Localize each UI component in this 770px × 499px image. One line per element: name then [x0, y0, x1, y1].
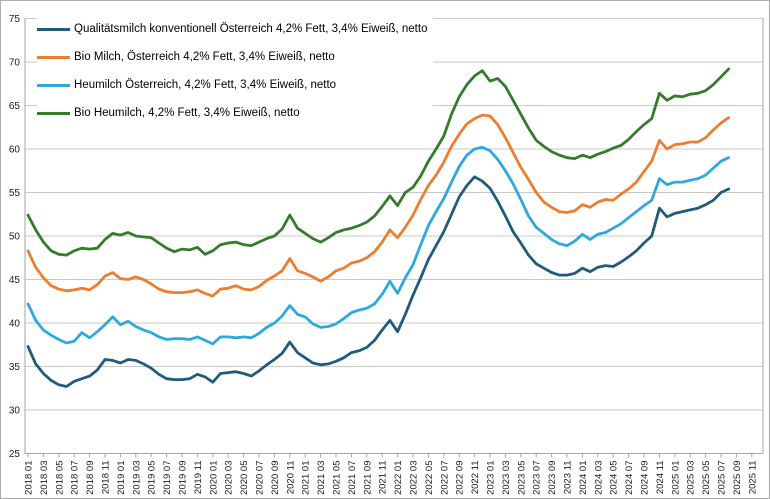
legend: Qualitätsmilch konventionell Österreich …	[37, 18, 434, 130]
y-axis-label: 75	[9, 14, 21, 25]
x-axis-label: 2025 01	[670, 461, 681, 495]
x-axis-label: 2025 09	[732, 461, 743, 495]
x-axis-label: 2024 03	[593, 461, 604, 495]
x-axis-label: 2022 11	[470, 461, 481, 495]
legend-item-label: Bio Milch, Österreich 4,2% Fett, 3,4% Ei…	[74, 51, 335, 63]
axes	[24, 18, 764, 454]
x-axis-label: 2018 05	[54, 461, 65, 495]
y-axis-label: 70	[9, 58, 21, 69]
x-axis-label: 2018 11	[101, 461, 112, 495]
x-axis-label: 2019 01	[116, 461, 127, 495]
x-axis-label: 2025 11	[747, 461, 758, 495]
x-axis-label: 2018 07	[70, 461, 81, 495]
x-axis-label: 2025 03	[686, 461, 697, 495]
x-axis-label: 2023 05	[516, 461, 527, 495]
legend-item-bio-milch: Bio Milch, Österreich 4,2% Fett, 3,4% Ei…	[37, 46, 434, 68]
x-axis-label: 2025 05	[701, 461, 712, 495]
series-line-2	[26, 145, 731, 346]
x-axis-label: 2023 07	[532, 461, 543, 495]
x-axis-label: 2021 03	[316, 461, 327, 495]
x-axis-label: 2023 11	[563, 461, 574, 495]
y-axis-label: 30	[9, 406, 21, 417]
x-axis-label: 2024 05	[609, 461, 620, 495]
y-axis-label: 25	[9, 449, 21, 460]
x-axis-label: 2024 01	[578, 461, 589, 495]
y-axis-label: 35	[9, 362, 21, 373]
legend-line-swatch	[37, 83, 70, 87]
legend-line-swatch	[37, 27, 70, 31]
x-axis-label: 2021 05	[332, 461, 343, 495]
x-axis-label: 2022 05	[424, 461, 435, 495]
x-axis-label: 2019 05	[147, 461, 158, 495]
series-line-0	[26, 175, 731, 388]
legend-item-label: Heumilch Österreich, 4,2% Fett, 3,4% Eiw…	[74, 79, 337, 91]
legend-item-qualitaetsmilch: Qualitätsmilch konventionell Österreich …	[37, 18, 434, 40]
x-axis-label: 2021 09	[362, 461, 373, 495]
x-axis-label: 2022 03	[409, 461, 420, 495]
x-axis-label: 2025 07	[717, 461, 728, 495]
y-axis-label: 60	[9, 145, 21, 156]
x-axis-label: 2020 09	[270, 461, 281, 495]
x-axis-label: 2024 11	[655, 461, 666, 495]
x-axis-label: 2020 03	[224, 461, 235, 495]
x-axis-label: 2018 01	[24, 461, 35, 495]
series-line-1	[26, 113, 731, 298]
x-axis-label: 2021 01	[301, 461, 312, 495]
y-axis-label: 45	[9, 275, 21, 286]
x-axis-ticks-and-labels: 2018 01 2018 03 2018 05 2018 07 2018 09 2018 …	[24, 453, 758, 495]
x-axis-label: 2024 09	[640, 461, 651, 495]
x-axis-label: 2022 09	[455, 461, 466, 495]
y-axis-labels: 25 30 35 40 45 50 55 60 65 70 75	[9, 14, 21, 460]
x-axis-label: 2019 07	[162, 461, 173, 495]
x-axis-label: 2024 07	[624, 461, 635, 495]
x-axis-label: 2020 05	[239, 461, 250, 495]
x-axis-label: 2022 01	[393, 461, 404, 495]
x-axis-label: 2019 03	[131, 461, 142, 495]
legend-line-swatch	[37, 55, 70, 59]
legend-item-bio-heumilch: Bio Heumilch, 4,2% Fett, 3,4% Eiweiß, ne…	[37, 102, 434, 124]
x-axis-label: 2021 11	[378, 461, 389, 495]
x-axis-label: 2019 09	[178, 461, 189, 495]
x-axis-label: 2020 01	[208, 461, 219, 495]
x-axis-label: 2022 07	[439, 461, 450, 495]
x-axis-label: 2018 09	[85, 461, 96, 495]
series-line-3	[26, 67, 731, 257]
legend-line-swatch	[37, 111, 70, 115]
legend-item-heumilch: Heumilch Österreich, 4,2% Fett, 3,4% Eiw…	[37, 74, 434, 96]
x-axis-label: 2020 07	[255, 461, 266, 495]
x-axis-label: 2020 11	[285, 461, 296, 495]
x-axis-label: 2021 07	[347, 461, 358, 495]
x-axis-label: 2023 09	[547, 461, 558, 495]
x-axis-label: 2023 03	[501, 461, 512, 495]
legend-item-label: Bio Heumilch, 4,2% Fett, 3,4% Eiweiß, ne…	[74, 107, 300, 119]
x-axis-label: 2019 11	[193, 461, 204, 495]
x-axis-label: 2018 03	[39, 461, 50, 495]
y-axis-label: 55	[9, 188, 21, 199]
y-axis-label: 50	[9, 232, 21, 243]
x-axis-label: 2023 01	[486, 461, 497, 495]
y-axis-label: 65	[9, 101, 21, 112]
y-axis-label: 40	[9, 319, 21, 330]
legend-item-label: Qualitätsmilch konventionell Österreich …	[74, 23, 428, 35]
